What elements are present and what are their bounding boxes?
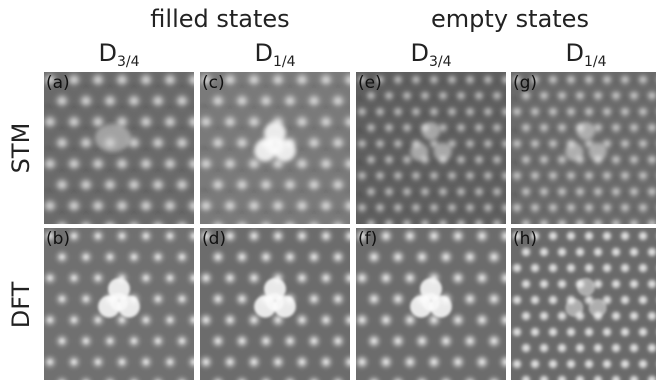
panel-a: (a) (44, 72, 194, 224)
panel-c: (c) (200, 72, 350, 224)
row-title-stm: STM (6, 113, 36, 183)
panel-label: (d) (202, 229, 226, 249)
panel-image (44, 72, 194, 224)
panel-image (200, 228, 350, 380)
panel-image (356, 228, 506, 380)
empty-states-title: empty states (360, 4, 656, 34)
panel-d: (d) (200, 228, 350, 380)
panel-label: (e) (358, 73, 382, 93)
panel-image (44, 228, 194, 380)
panel-label: (f) (358, 229, 377, 249)
panel-label: (g) (513, 73, 537, 93)
panel-label: (c) (202, 73, 225, 93)
panel-label: (a) (46, 73, 70, 93)
filled-states-title: filled states (70, 4, 370, 34)
panel-h: (h) (511, 228, 656, 380)
panel-image (356, 72, 506, 224)
panel-g: (g) (511, 72, 656, 224)
panel-image (200, 72, 350, 224)
row-title-dft: DFT (6, 270, 36, 340)
panel-label: (h) (513, 229, 537, 249)
panel-label: (b) (46, 229, 70, 249)
panel-f: (f) (356, 228, 506, 380)
panel-image (511, 72, 656, 224)
panel-e: (e) (356, 72, 506, 224)
panel-image (511, 228, 656, 380)
panel-b: (b) (44, 228, 194, 380)
